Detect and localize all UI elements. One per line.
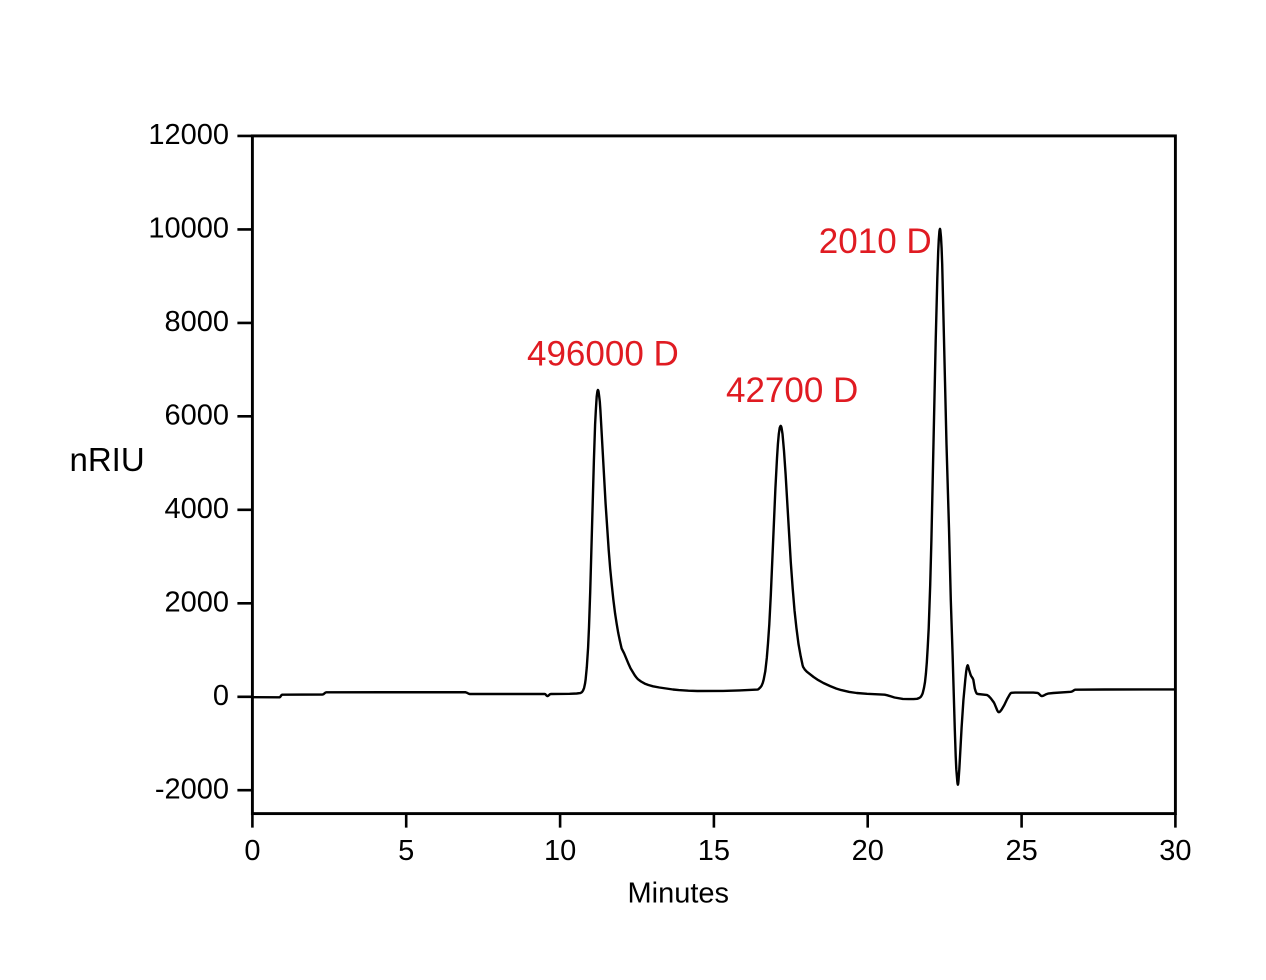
- svg-text:10000: 10000: [148, 213, 229, 245]
- svg-text:4000: 4000: [164, 493, 229, 525]
- svg-text:10: 10: [544, 835, 576, 867]
- svg-text:nRIU: nRIU: [70, 441, 145, 478]
- svg-text:5: 5: [398, 835, 414, 867]
- svg-text:6000: 6000: [164, 399, 229, 431]
- svg-text:496000 D: 496000 D: [527, 335, 679, 374]
- svg-text:2010 D: 2010 D: [819, 222, 932, 261]
- svg-text:Minutes: Minutes: [628, 878, 730, 910]
- svg-text:20: 20: [852, 835, 884, 867]
- svg-text:12000: 12000: [148, 119, 229, 151]
- svg-text:8000: 8000: [164, 306, 229, 338]
- svg-text:2000: 2000: [164, 586, 229, 618]
- svg-text:25: 25: [1005, 835, 1037, 867]
- svg-text:-2000: -2000: [155, 773, 229, 805]
- svg-text:30: 30: [1159, 835, 1191, 867]
- svg-text:0: 0: [244, 835, 260, 867]
- svg-text:0: 0: [213, 680, 229, 712]
- svg-text:15: 15: [698, 835, 730, 867]
- svg-text:42700 D: 42700 D: [726, 371, 858, 410]
